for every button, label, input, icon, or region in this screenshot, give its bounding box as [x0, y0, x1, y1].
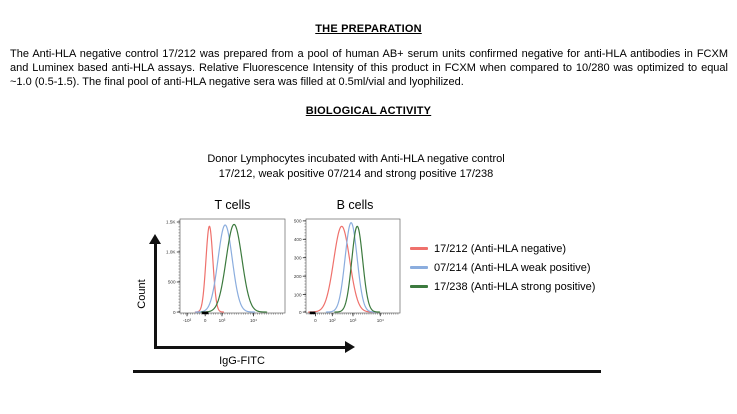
- count-axis-arrow-head: [149, 234, 161, 244]
- heading-biological-activity: BIOLOGICAL ACTIVITY: [305, 105, 432, 117]
- legend-item-strong-positive: 17/238 (Anti-HLA strong positive): [410, 280, 595, 293]
- footer-rule: [133, 370, 601, 373]
- count-axis-label: Count: [136, 279, 148, 309]
- histogram-curve: [307, 225, 376, 313]
- t-cells-title: T cells: [214, 198, 251, 212]
- b-cells-histogram: 0 10² 10³ 10⁴ 500 400 300 200 100 0: [292, 215, 408, 325]
- x-tick-label: 10⁴: [377, 318, 384, 323]
- legend-label-negative: 17/212 (Anti-HLA negative): [434, 242, 567, 255]
- y-tick-label: 200: [294, 274, 302, 279]
- figure-title: Donor Lymphocytes incubated with Anti-HL…: [141, 152, 571, 182]
- heading-preparation: THE PREPARATION: [315, 23, 422, 35]
- histogram-curve: [194, 225, 225, 313]
- y-tick-label: 100: [294, 292, 302, 297]
- t-cells-histogram: -10³ 0 10³ 10⁴ 1.5K 1.0K 500 0: [166, 215, 293, 325]
- fitc-axis-arrow-head: [345, 341, 355, 353]
- x-tick-label: -10³: [183, 318, 192, 323]
- legend-swatch-red-line: [410, 247, 428, 250]
- x-tick-label: 10³: [219, 318, 226, 323]
- figure-title-line1: Donor Lymphocytes incubated with Anti-HL…: [207, 153, 505, 165]
- x-tick-label: 0: [204, 318, 207, 323]
- x-tick-label: 0: [314, 318, 317, 323]
- x-tick-label: 10³: [350, 318, 357, 323]
- fitc-axis-arrow-line: [154, 346, 346, 349]
- histogram-curve: [333, 225, 381, 313]
- b-cells-title: B cells: [336, 198, 374, 212]
- histogram-svg: -10³ 0 10³ 10⁴ 1.5K 1.0K 500 0: [166, 218, 286, 323]
- figure-title-line2: 17/212, weak positive 07/214 and strong …: [218, 168, 494, 180]
- baseline-events-mark: [202, 311, 209, 315]
- plot-frame: [305, 218, 401, 314]
- x-tick-label: 10²: [329, 318, 336, 323]
- histogram-curve: [200, 223, 268, 313]
- histogram-curve: [325, 222, 377, 313]
- x-tick-label: 10⁴: [250, 318, 257, 323]
- histogram-curve: [194, 224, 256, 313]
- legend-label-strong-positive: 17/238 (Anti-HLA strong positive): [434, 280, 596, 293]
- y-tick-label: 300: [294, 255, 302, 260]
- figure-legend: 17/212 (Anti-HLA negative) 07/214 (Anti-…: [410, 242, 595, 299]
- legend-item-negative: 17/212 (Anti-HLA negative): [410, 242, 595, 255]
- plot-frame: [179, 218, 286, 314]
- legend-item-weak-positive: 07/214 (Anti-HLA weak positive): [410, 261, 595, 274]
- y-tick-label: 0: [173, 310, 176, 315]
- legend-label-weak-positive: 07/214 (Anti-HLA weak positive): [434, 261, 591, 274]
- y-tick-label: 500: [294, 219, 302, 224]
- histogram-svg: 0 10² 10³ 10⁴ 500 400 300 200 100 0: [294, 218, 401, 323]
- baseline-events-mark: [309, 311, 316, 315]
- legend-swatch-blue-line: [410, 266, 428, 269]
- y-tick-label: 0: [299, 310, 302, 315]
- y-tick-label: 500: [168, 280, 176, 285]
- y-tick-label: 1.5K: [166, 220, 176, 225]
- fitc-axis-label: IgG-FITC: [219, 355, 265, 367]
- y-tick-label: 1.0K: [166, 250, 176, 255]
- preparation-paragraph: The Anti-HLA negative control 17/212 was…: [10, 48, 728, 88]
- legend-swatch-green-line: [410, 285, 428, 288]
- y-tick-label: 400: [294, 237, 302, 242]
- count-axis-arrow-line: [154, 243, 157, 347]
